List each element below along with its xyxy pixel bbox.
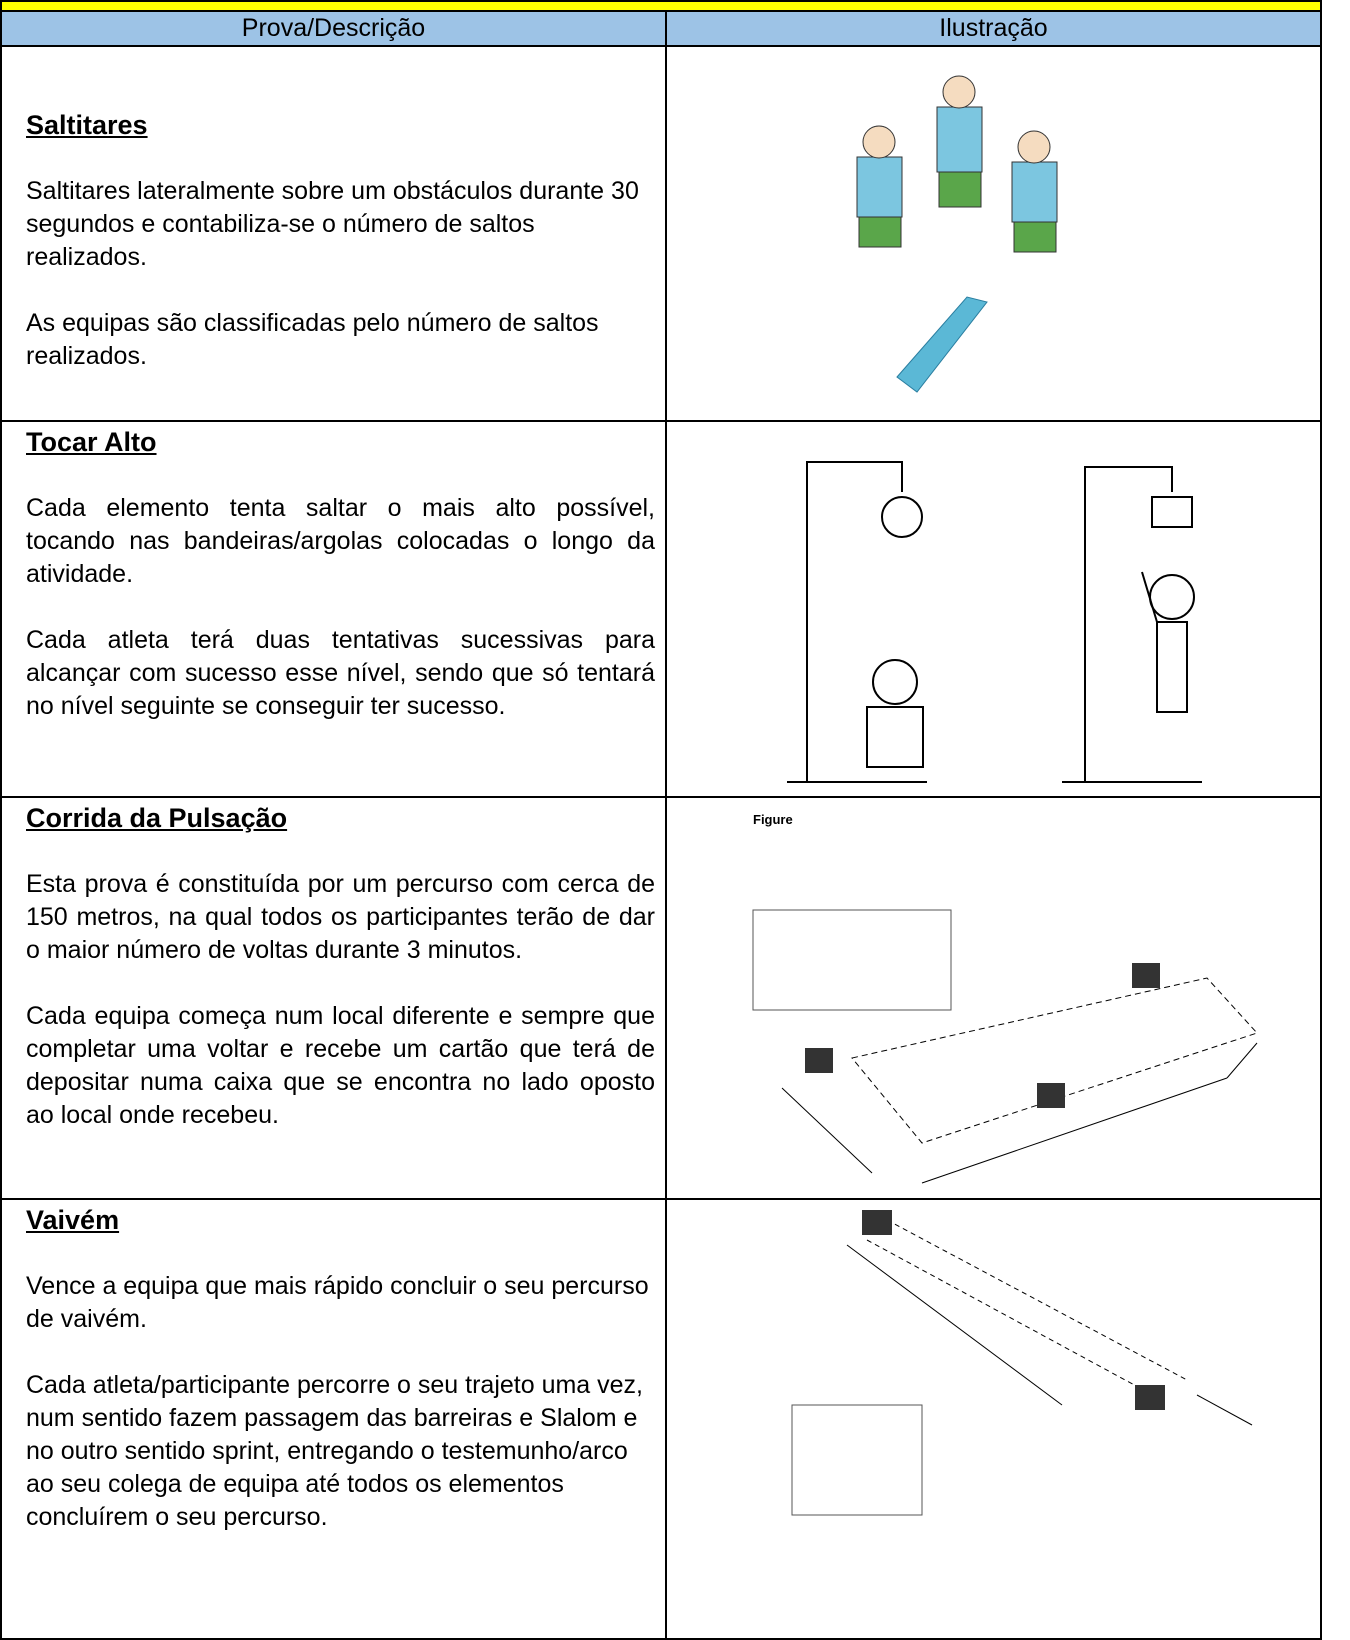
illustration — [791, 1210, 1253, 1516]
illustration: Figure — [752, 812, 1258, 1184]
illustration-cell — [665, 422, 1322, 798]
description: Saltitares lateralmente sobre um obstácu… — [26, 177, 639, 271]
description-cell: Vaivém Vence a equipa que mais rápido con… — [0, 1200, 667, 1640]
illustration-cell — [665, 1200, 1322, 1640]
test-title: Saltitares — [26, 110, 148, 140]
description: Cada atleta terá duas tentativas sucessi… — [26, 626, 655, 720]
description: Esta prova é constituída por um percurso… — [26, 870, 655, 964]
description-cell: Saltitares Saltitares lateralmente sobre … — [0, 47, 667, 422]
illustration-cell: Figure — [665, 798, 1322, 1200]
description: Cada atleta/participante percorre o seu … — [26, 1371, 644, 1531]
description-cell: Tocar Alto Cada elemento tenta saltar o m… — [0, 422, 667, 798]
page: Prova/Descrição Ilustração Saltitares Sal… — [0, 0, 1322, 1640]
header-cell: Ilustração — [665, 10, 1322, 47]
description: As equipas são classificadas pelo número… — [26, 309, 599, 370]
illustration — [787, 461, 1202, 783]
test-title: Corrida da Pulsação — [26, 803, 288, 833]
test-title: Tocar Alto — [26, 427, 157, 457]
header-cell: Prova/Descrição — [0, 10, 667, 47]
description: Cada equipa começa num local diferente e… — [26, 1002, 655, 1129]
description: Cada elemento tenta saltar o mais alto p… — [26, 494, 655, 588]
description-cell: Corrida da Pulsação Esta prova é constitu… — [0, 798, 667, 1200]
top-band — [0, 0, 1322, 10]
figure-label: Figure — [753, 812, 793, 827]
illustration — [856, 75, 1058, 393]
test-title: Vaivém — [26, 1205, 120, 1235]
description: Vence a equipa que mais rápido concluir … — [26, 1272, 649, 1333]
illustration-cell — [665, 47, 1322, 422]
